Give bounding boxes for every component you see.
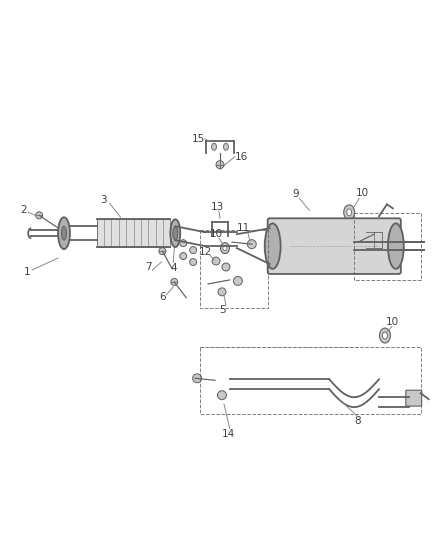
Ellipse shape [216, 160, 224, 168]
Ellipse shape [170, 219, 180, 247]
Ellipse shape [212, 257, 220, 265]
Text: 14: 14 [221, 429, 235, 439]
Text: 10: 10 [356, 189, 369, 198]
Ellipse shape [171, 278, 178, 285]
Ellipse shape [180, 253, 187, 260]
Bar [97, 219, 170, 247]
Ellipse shape [190, 259, 197, 265]
Text: 1: 1 [24, 267, 31, 277]
Ellipse shape [265, 223, 281, 269]
Ellipse shape [223, 143, 229, 150]
Ellipse shape [180, 240, 187, 247]
Text: 10: 10 [209, 229, 223, 239]
Ellipse shape [223, 246, 227, 251]
Ellipse shape [212, 143, 216, 150]
Text: 8: 8 [354, 416, 360, 426]
Ellipse shape [344, 205, 355, 220]
Ellipse shape [35, 212, 42, 219]
FancyBboxPatch shape [268, 219, 401, 274]
Ellipse shape [379, 328, 390, 343]
Ellipse shape [218, 288, 226, 296]
Text: 11: 11 [237, 223, 251, 233]
Ellipse shape [382, 332, 388, 339]
Text: 3: 3 [100, 196, 107, 205]
Text: 16: 16 [235, 152, 248, 161]
Text: 15: 15 [191, 134, 205, 144]
Text: 7: 7 [145, 262, 152, 272]
Text: 9: 9 [292, 189, 299, 199]
Text: 12: 12 [198, 247, 212, 257]
Ellipse shape [193, 374, 201, 383]
Text: 2: 2 [20, 205, 27, 215]
Ellipse shape [220, 243, 230, 254]
Text: 5: 5 [220, 305, 226, 314]
Ellipse shape [222, 263, 230, 271]
Ellipse shape [61, 226, 67, 240]
Ellipse shape [247, 240, 256, 248]
Ellipse shape [233, 277, 242, 285]
Ellipse shape [58, 217, 70, 249]
Ellipse shape [347, 209, 352, 216]
Ellipse shape [173, 227, 178, 240]
Ellipse shape [159, 248, 166, 255]
Text: 6: 6 [159, 292, 166, 302]
Ellipse shape [388, 223, 404, 269]
Text: 13: 13 [210, 203, 224, 212]
FancyBboxPatch shape [406, 390, 422, 406]
Text: 10: 10 [385, 317, 399, 327]
Ellipse shape [190, 247, 197, 254]
Ellipse shape [218, 391, 226, 400]
Text: 4: 4 [170, 263, 177, 273]
